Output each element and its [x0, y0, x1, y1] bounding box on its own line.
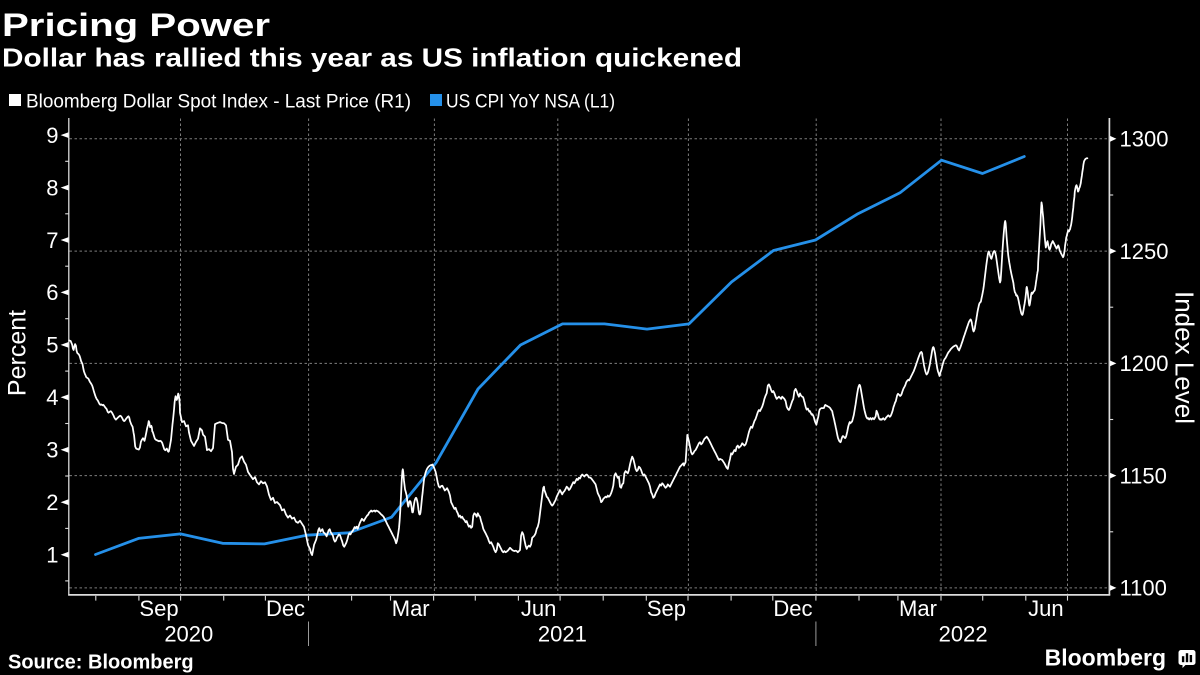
svg-text:2: 2 — [46, 490, 58, 515]
svg-text:Dec: Dec — [266, 596, 305, 621]
svg-text:1200: 1200 — [1120, 351, 1169, 376]
svg-text:1100: 1100 — [1120, 576, 1167, 601]
svg-text:1300: 1300 — [1120, 127, 1169, 152]
svg-text:Bloomberg: Bloomberg — [1045, 645, 1166, 671]
svg-text:2022: 2022 — [939, 622, 988, 647]
svg-text:Bloomberg Dollar Spot Index -: Bloomberg Dollar Spot Index - Last Price… — [26, 92, 411, 113]
svg-text:Jun: Jun — [1028, 596, 1063, 621]
svg-text:7: 7 — [46, 228, 58, 253]
svg-text:Jun: Jun — [521, 596, 556, 621]
svg-text:8: 8 — [46, 175, 58, 200]
svg-text:US CPI YoY NSA (L1): US CPI YoY NSA (L1) — [446, 92, 615, 113]
svg-text:Sep: Sep — [647, 596, 686, 621]
svg-text:2020: 2020 — [164, 622, 213, 647]
svg-text:Dollar has rallied this year a: Dollar has rallied this year as US infla… — [2, 43, 742, 73]
svg-text:Mar: Mar — [899, 596, 937, 621]
svg-text:6: 6 — [46, 280, 58, 305]
svg-text:3: 3 — [46, 438, 58, 463]
svg-text:1250: 1250 — [1120, 239, 1169, 264]
svg-text:Percent: Percent — [3, 310, 31, 396]
svg-text:Mar: Mar — [392, 596, 430, 621]
svg-text:Index Level: Index Level — [1170, 291, 1200, 424]
svg-text:Dec: Dec — [773, 596, 812, 621]
svg-text:1: 1 — [46, 543, 58, 568]
svg-text:1150: 1150 — [1120, 463, 1167, 488]
svg-text:9: 9 — [46, 123, 58, 148]
svg-text:Pricing Power: Pricing Power — [2, 7, 270, 43]
svg-text:2021: 2021 — [538, 622, 587, 647]
svg-text:Source: Bloomberg: Source: Bloomberg — [8, 652, 194, 674]
svg-text:4: 4 — [46, 385, 58, 410]
svg-text:5: 5 — [46, 333, 58, 358]
svg-text:Sep: Sep — [139, 596, 178, 621]
